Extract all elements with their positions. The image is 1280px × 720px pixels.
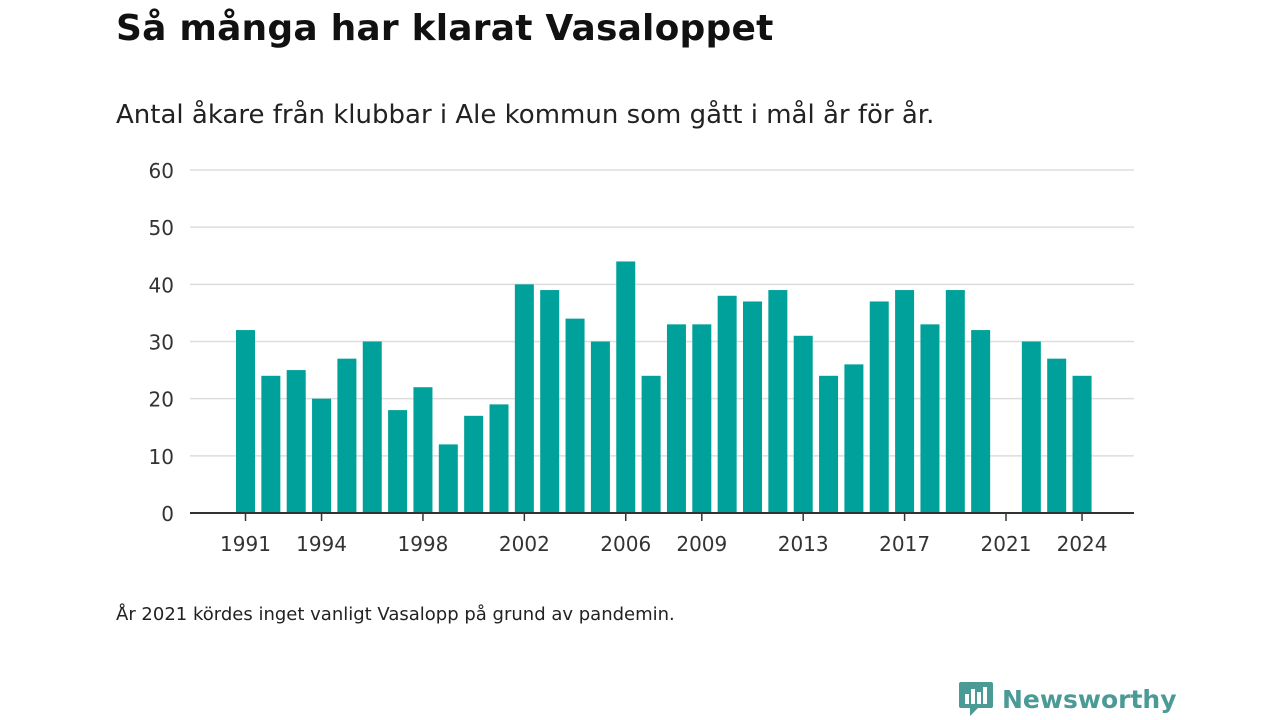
bar-2022 — [1021, 341, 1041, 513]
x-tick-label: 2017 — [879, 532, 930, 556]
chart-title: Så många har klarat Vasaloppet — [116, 8, 774, 49]
bars — [236, 261, 1092, 513]
bar-2009 — [692, 324, 712, 513]
x-tick-label: 2013 — [778, 532, 829, 556]
bar-2020 — [971, 330, 991, 513]
x-tick-label: 2002 — [499, 532, 550, 556]
bar-1996 — [362, 341, 382, 513]
bar-2018 — [920, 324, 940, 513]
bar-2003 — [540, 290, 560, 513]
x-axis-ticks: 1991 1994 1998 2002 2006 2009 2013 2017 2021 2024 — [220, 513, 1108, 556]
y-axis-tick-labels: 0 10 20 30 40 50 60 — [149, 159, 174, 526]
y-tick-label: 60 — [149, 159, 174, 183]
bar-1997 — [388, 410, 408, 513]
x-tick-label: 1994 — [296, 532, 347, 556]
chart-subtitle: Antal åkare från klubbar i Ale kommun so… — [116, 100, 935, 130]
x-tick-label: 2006 — [600, 532, 651, 556]
newsworthy-chart-bubble-icon — [959, 682, 993, 716]
bar-1994 — [312, 398, 332, 513]
grid-lines — [190, 169, 1134, 457]
bar-2000 — [464, 415, 484, 513]
y-tick-label: 30 — [149, 331, 174, 355]
x-tick-label: 2024 — [1057, 532, 1108, 556]
bar-2024 — [1072, 375, 1092, 513]
y-tick-label: 0 — [161, 502, 174, 526]
bar-2013 — [793, 335, 813, 513]
bar-2016 — [869, 301, 889, 513]
y-tick-label: 10 — [149, 445, 174, 469]
bar-2023 — [1047, 358, 1067, 513]
bar-2006 — [616, 261, 636, 513]
x-tick-label: 2009 — [676, 532, 727, 556]
y-tick-label: 20 — [149, 388, 174, 412]
bar-2001 — [489, 404, 509, 513]
bar-1995 — [337, 358, 357, 513]
y-tick-label: 50 — [149, 216, 174, 240]
y-tick-label: 40 — [149, 273, 174, 297]
bar-2005 — [590, 341, 610, 513]
x-tick-label: 2021 — [981, 532, 1032, 556]
bar-1999 — [438, 444, 458, 513]
bar-2014 — [819, 375, 839, 513]
bar-1992 — [261, 375, 281, 513]
bar-2007 — [641, 375, 661, 513]
bar-1991 — [236, 330, 255, 513]
x-tick-label: 1991 — [220, 532, 271, 556]
x-tick-label: 1998 — [397, 532, 448, 556]
newsworthy-logo: Newsworthy — [958, 680, 1177, 718]
bar-2008 — [666, 324, 686, 513]
bar-2019 — [945, 290, 965, 513]
bar-2002 — [514, 284, 534, 513]
bar-2015 — [844, 364, 864, 513]
bar-2012 — [768, 290, 788, 513]
bar-chart: 0 10 20 30 40 50 60 1991 1994 1998 2002 2006 2009 20… — [149, 159, 1134, 556]
bar-2010 — [717, 295, 737, 513]
bar-2017 — [895, 290, 915, 513]
brand-name: Newsworthy — [1002, 684, 1177, 714]
bar-1993 — [286, 370, 306, 513]
footnote: År 2021 kördes inget vanligt Vasalopp på… — [116, 604, 675, 625]
bar-2011 — [743, 301, 762, 513]
bar-1998 — [413, 387, 433, 513]
bar-2004 — [565, 318, 585, 513]
